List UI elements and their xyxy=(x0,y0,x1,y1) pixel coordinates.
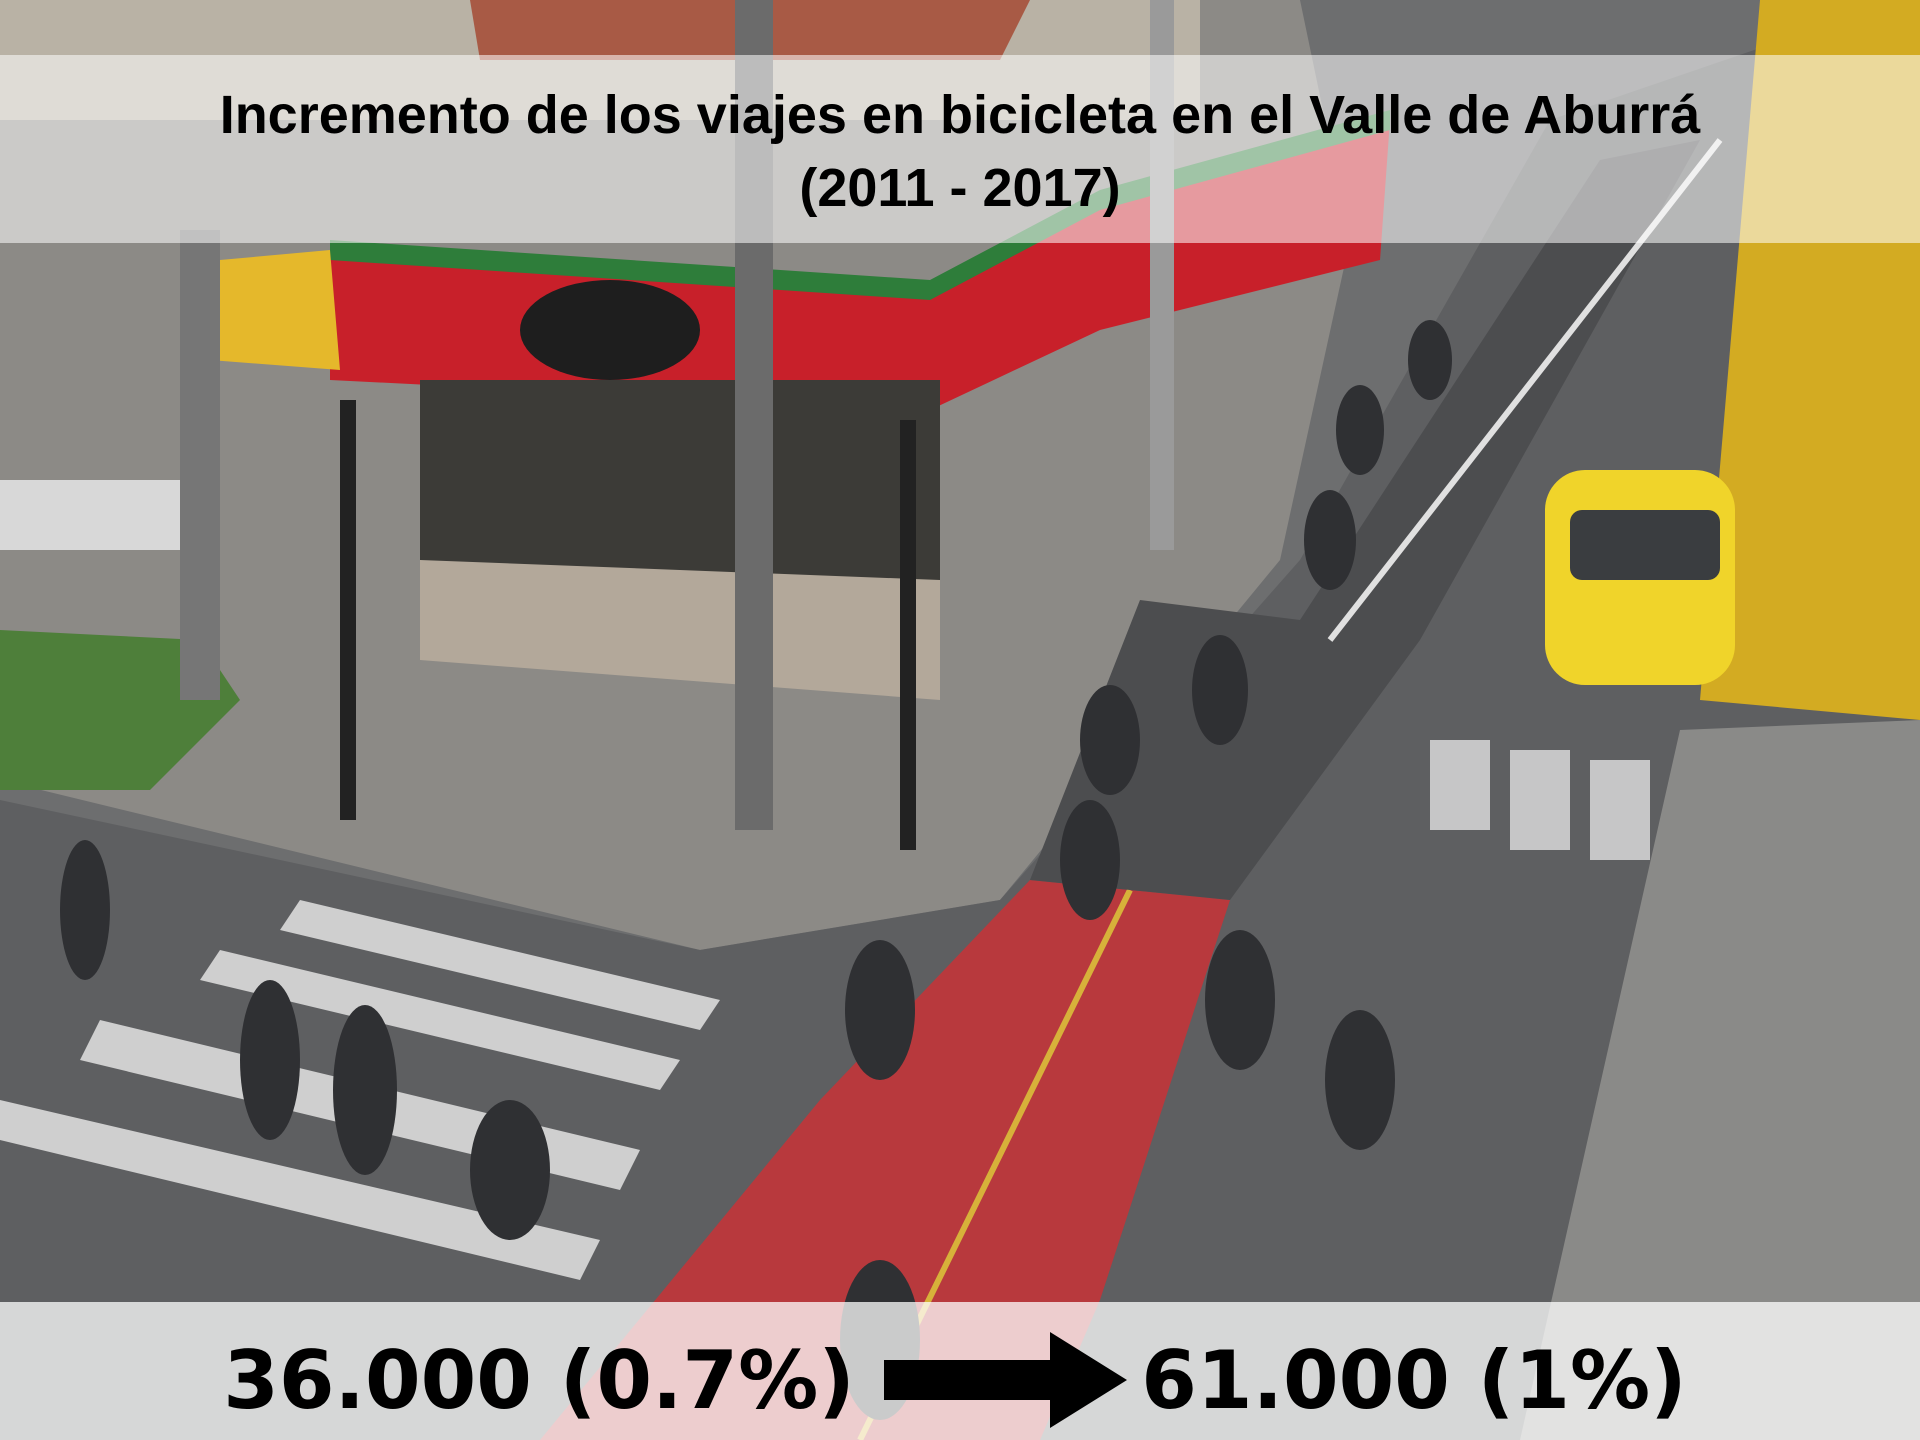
title: Incremento de los viajes en bicicleta en… xyxy=(220,85,1702,145)
value-after: 61.000 (1%) xyxy=(1141,1334,1687,1427)
arrow xyxy=(884,1332,1127,1428)
title-band xyxy=(0,55,1920,243)
value-before: 36.000 (0.7%) xyxy=(223,1334,855,1427)
subtitle: (2011 - 2017) xyxy=(799,158,1120,218)
